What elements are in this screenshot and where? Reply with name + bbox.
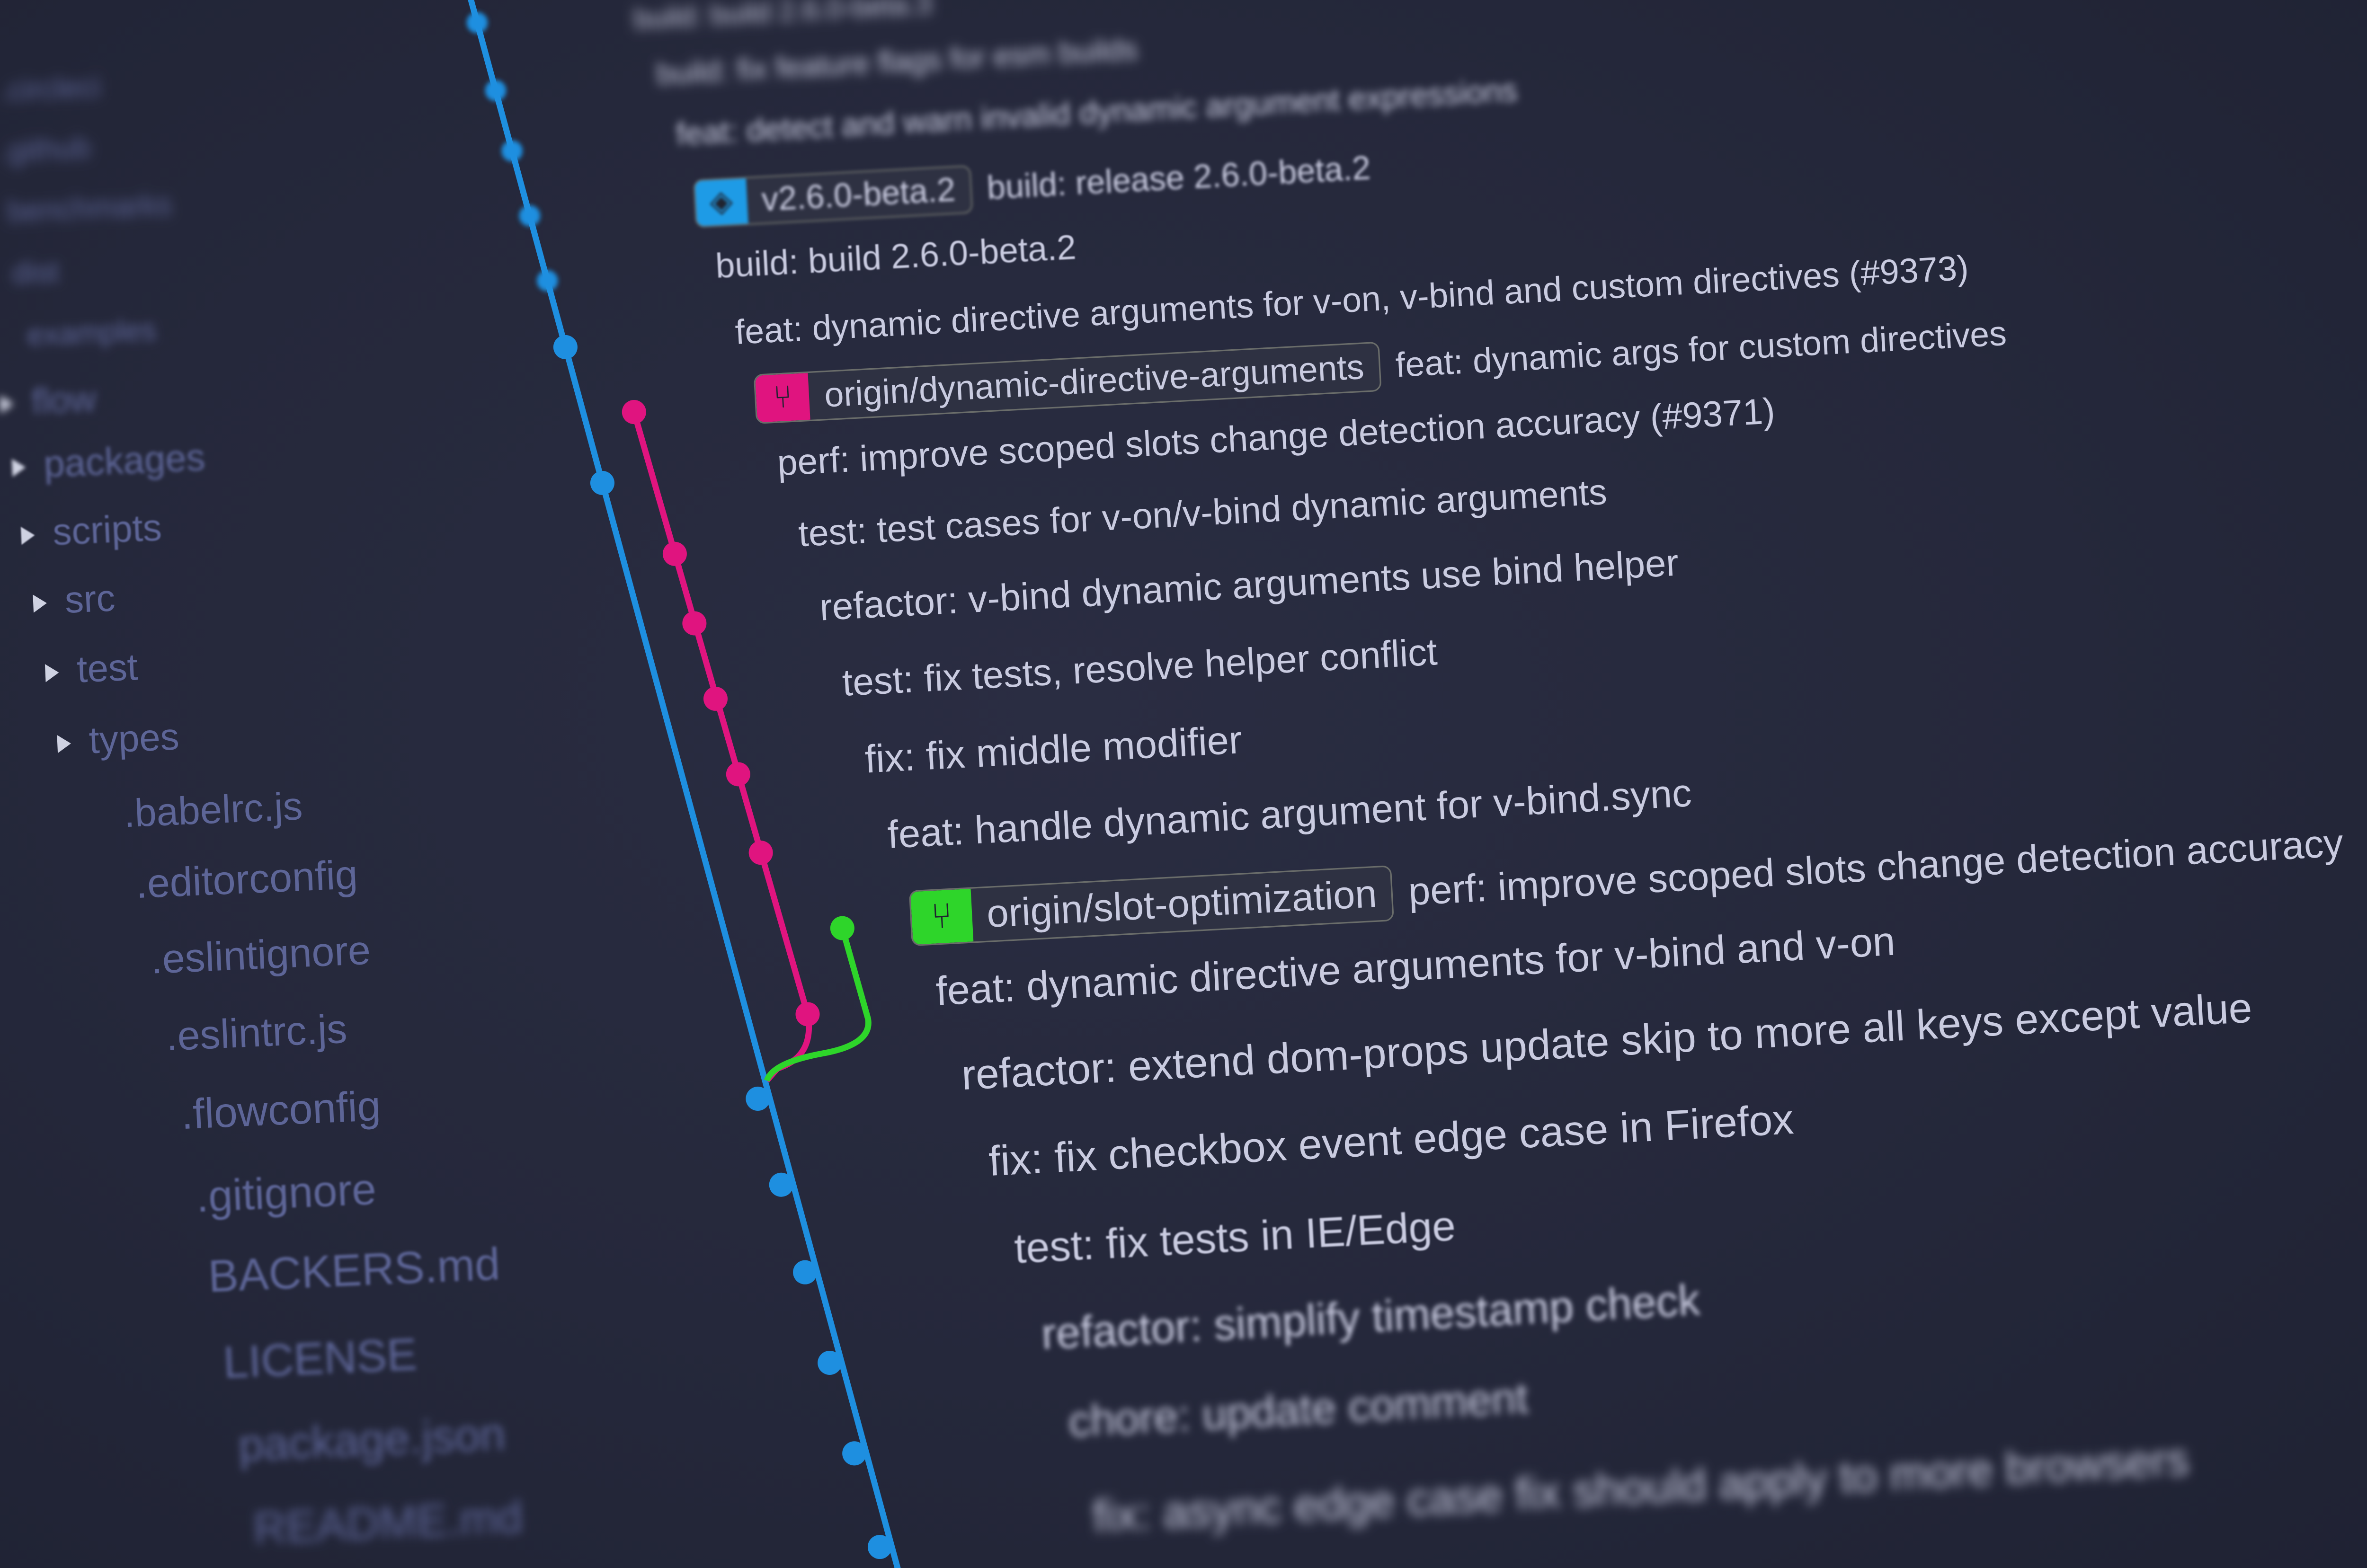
commit-node — [590, 470, 614, 495]
commit-node — [746, 1086, 770, 1111]
commit-node — [501, 140, 523, 162]
dynamic-branch-line — [631, 411, 812, 1083]
tag-icon: ◈ — [694, 177, 748, 226]
commit-node — [682, 611, 707, 636]
commit-node — [703, 686, 728, 711]
commit-node — [795, 1002, 820, 1027]
commit-node — [748, 841, 773, 865]
commit-node — [622, 400, 646, 425]
commit-node — [485, 80, 507, 101]
commit-node — [726, 762, 750, 787]
commit-node — [830, 916, 854, 940]
commit-node — [842, 1441, 867, 1466]
slot-branch-line — [764, 927, 872, 1082]
commit-node — [662, 541, 687, 566]
commit-node — [536, 270, 558, 292]
branch-icon: ⑂ — [755, 373, 811, 423]
commit-node — [793, 1260, 818, 1285]
commit-node — [818, 1350, 842, 1375]
commit-node — [769, 1172, 793, 1197]
commit-node — [867, 1535, 892, 1559]
commit-node — [553, 335, 578, 359]
commit-node — [466, 12, 488, 34]
ref-label: v2.6.0-beta.2 — [760, 170, 957, 218]
branch-icon: ⑂ — [910, 889, 973, 945]
commit-node — [519, 205, 541, 227]
main-branch-line — [468, 0, 901, 1568]
